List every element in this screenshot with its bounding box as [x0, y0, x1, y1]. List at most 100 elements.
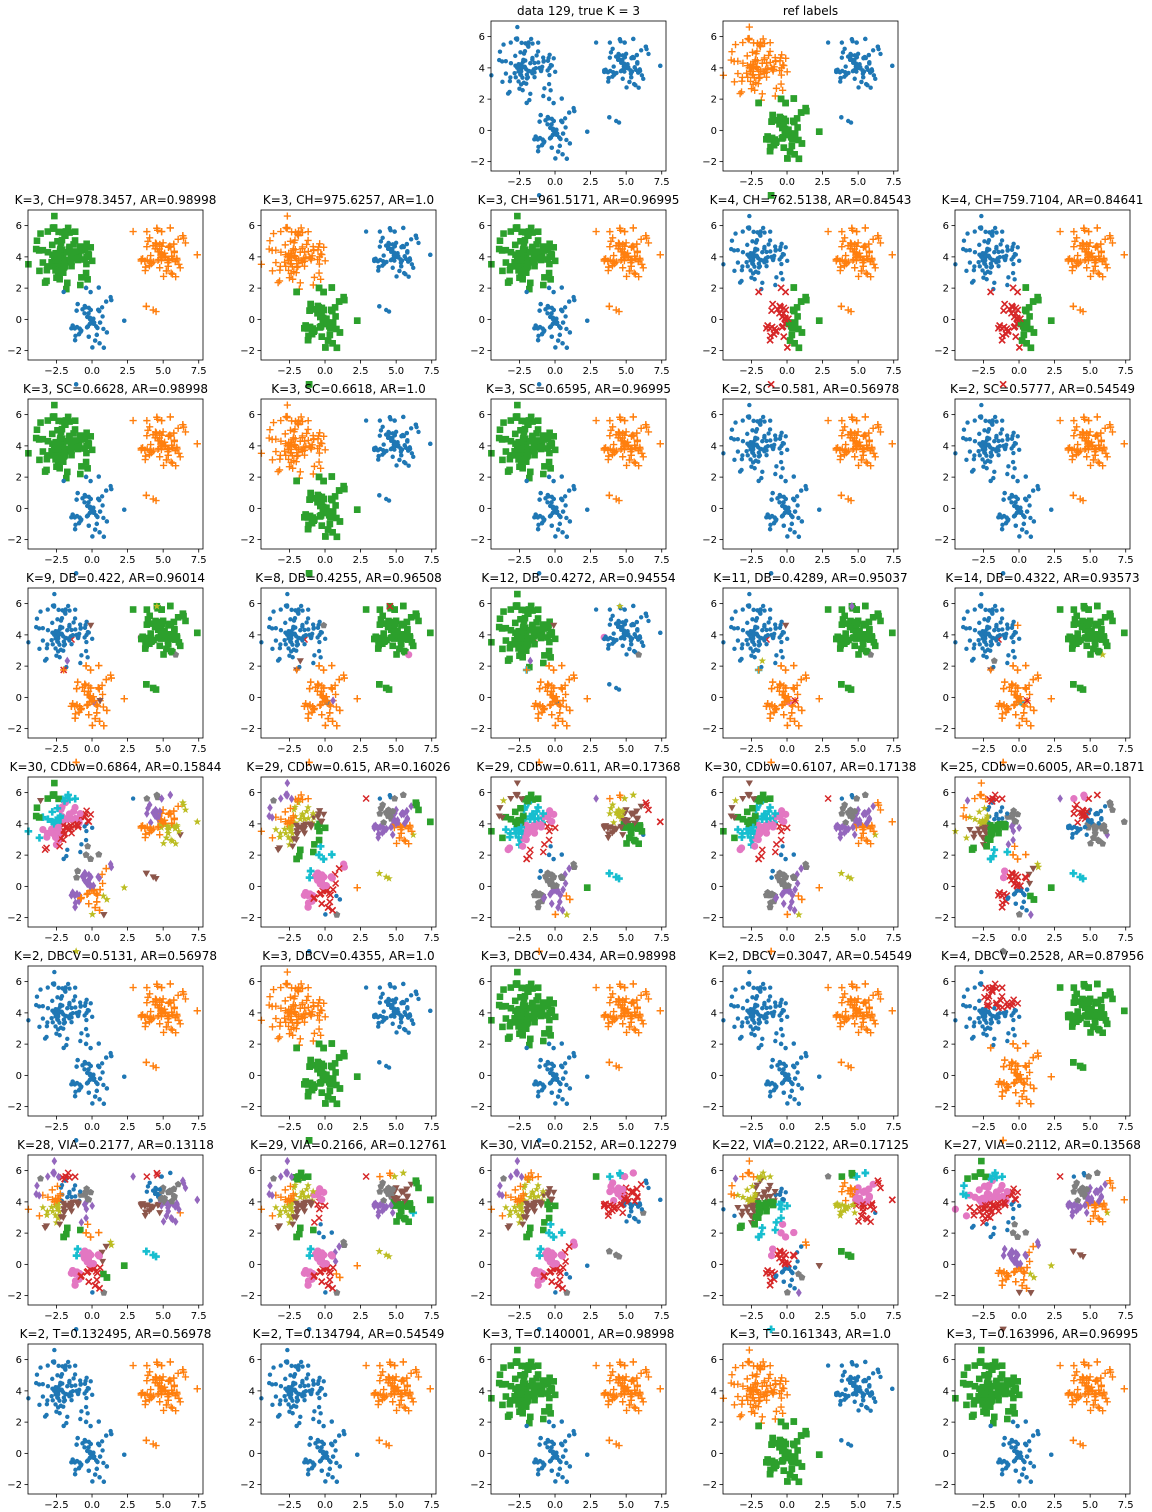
data-point: [162, 267, 171, 275]
data-point: [129, 416, 137, 425]
axes-frame: [490, 587, 667, 739]
data-point: [393, 441, 398, 446]
data-point: [861, 75, 866, 80]
data-point: [538, 112, 543, 118]
y-tick-label: 2: [249, 473, 255, 484]
data-point: [327, 324, 334, 332]
data-point: [859, 79, 864, 85]
data-point: [289, 275, 297, 283]
data-point: [537, 678, 545, 686]
data-point: [275, 466, 284, 474]
data-point: [84, 639, 89, 645]
data-point: [403, 618, 411, 626]
data-point: [996, 438, 1001, 444]
data-point: [515, 267, 522, 274]
data-point: [171, 626, 178, 633]
data-point: [1085, 228, 1093, 236]
y-tick-label: 2: [479, 284, 485, 295]
data-point: [639, 640, 645, 645]
data-point: [996, 515, 1001, 520]
data-point: [101, 326, 106, 332]
data-point: [36, 267, 43, 275]
data-point: [297, 224, 305, 232]
data-point: [504, 468, 512, 475]
data-point: [428, 441, 433, 447]
data-point: [1010, 494, 1015, 499]
data-point: [619, 264, 627, 272]
data-point: [304, 425, 312, 434]
x-tick-label: 7.5: [191, 366, 207, 377]
data-point: [853, 417, 861, 425]
axes-frame: [954, 209, 1131, 361]
data-point: [34, 616, 40, 621]
data-point: [751, 258, 756, 263]
panel-r2-c2: K=3, SC=0.6595, AR=0.96995−2.5 0.0 2.5 5.0 7…: [470, 382, 671, 576]
data-point: [755, 41, 764, 49]
x-tick-label: 5.0: [155, 744, 171, 755]
data-point: [539, 243, 547, 250]
data-point: [1012, 440, 1018, 446]
data-point: [291, 624, 296, 630]
data-point: [639, 453, 647, 461]
data-point: [1093, 413, 1101, 421]
data-point: [1010, 270, 1016, 276]
data-point: [869, 424, 877, 432]
data-point: [766, 147, 774, 155]
data-point: [377, 304, 382, 309]
data-point: [332, 703, 341, 711]
data-point: [142, 641, 149, 649]
data-point: [333, 722, 341, 730]
data-point: [764, 249, 769, 255]
data-point: [547, 325, 553, 330]
data-point: [404, 430, 410, 436]
data-point: [768, 307, 776, 315]
data-point: [629, 242, 637, 250]
data-point: [402, 254, 407, 259]
data-point: [1014, 505, 1020, 511]
data-point: [853, 228, 861, 236]
scatter-points: [488, 590, 663, 766]
data-point: [376, 681, 383, 688]
data-point: [496, 237, 504, 245]
data-point: [532, 515, 537, 520]
data-point: [781, 523, 786, 528]
data-point: [537, 513, 543, 519]
x-tick-label: 5.0: [388, 555, 404, 566]
data-point: [863, 252, 871, 260]
data-point: [179, 232, 187, 240]
data-point: [152, 686, 160, 693]
data-point: [606, 79, 611, 84]
data-point: [310, 273, 318, 281]
data-point: [287, 256, 295, 264]
data-point: [764, 627, 769, 633]
data-point: [508, 40, 513, 45]
data-point: [276, 266, 284, 274]
data-point: [988, 256, 993, 261]
data-point: [792, 530, 797, 535]
x-tick-label: 0.0: [547, 366, 563, 377]
data-point: [888, 440, 896, 448]
data-point: [50, 642, 55, 647]
data-point: [545, 458, 553, 466]
y-tick-label: 0: [479, 315, 485, 326]
data-point: [527, 97, 532, 103]
data-point: [751, 447, 756, 452]
data-point: [537, 444, 544, 451]
data-point: [817, 507, 822, 512]
data-point: [404, 626, 411, 633]
data-point: [611, 631, 616, 636]
data-point: [964, 268, 969, 274]
data-point: [402, 443, 407, 448]
data-point: [307, 300, 314, 308]
y-tick-label: 6: [16, 599, 22, 610]
data-point: [992, 469, 997, 475]
data-point: [285, 463, 294, 471]
data-point: [1018, 337, 1026, 344]
data-point: [70, 241, 77, 248]
data-point: [269, 229, 278, 238]
data-point: [535, 40, 541, 45]
data-point: [363, 418, 369, 423]
data-point: [848, 224, 856, 232]
data-point: [51, 401, 58, 409]
data-point: [526, 626, 534, 634]
